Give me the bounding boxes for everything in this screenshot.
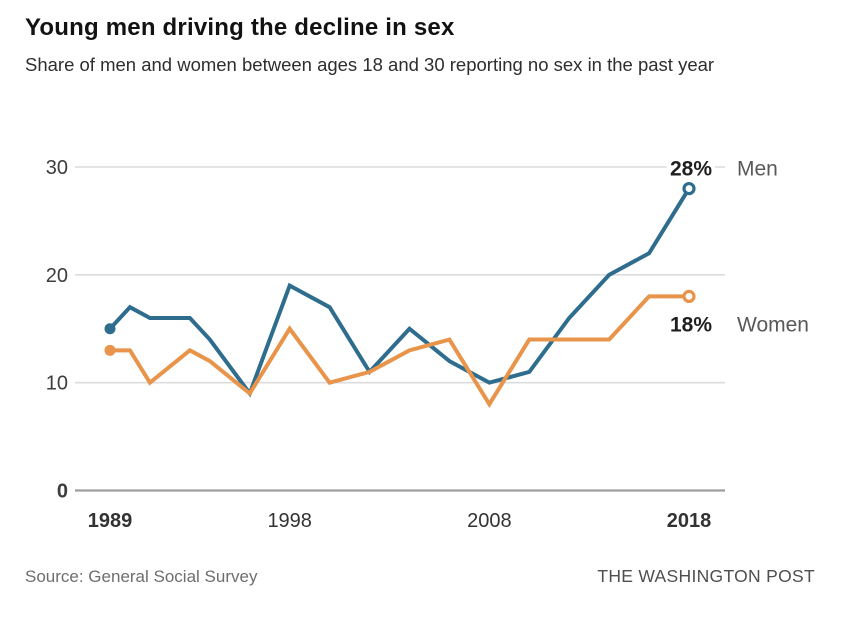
grid-layer: 0 10 20 30 1989 1998 2008 2018 — [46, 157, 725, 532]
series-layer — [104, 181, 696, 409]
women-series-label: Women — [737, 313, 809, 336]
x-tick-label-2008: 2008 — [467, 510, 512, 532]
women-end-marker — [682, 289, 696, 303]
women-value-label: 18% — [670, 313, 712, 336]
publisher-credit: THE WASHINGTON POST — [597, 566, 815, 586]
label-layer: 28% Men 18% Women — [666, 154, 809, 341]
men-line-series — [108, 186, 691, 398]
women-start-dot — [104, 344, 116, 356]
source-note: Source: General Social Survey — [25, 567, 258, 586]
x-tick-label-1998: 1998 — [267, 510, 312, 532]
men-series-label: Men — [737, 158, 778, 181]
chart-footer: Source: General Social Survey THE WASHIN… — [25, 566, 815, 587]
men-end-marker — [682, 181, 696, 196]
y-tick-label-0: 0 — [57, 481, 68, 503]
men-value-label: 28% — [670, 158, 712, 181]
x-tick-label-1989: 1989 — [88, 510, 133, 532]
y-tick-label-20: 20 — [46, 265, 68, 287]
y-tick-label-30: 30 — [46, 157, 68, 179]
chart-subtitle: Share of men and women between ages 18 a… — [25, 54, 715, 75]
y-tick-label-10: 10 — [46, 373, 68, 395]
x-tick-label-2018: 2018 — [667, 510, 712, 532]
chart-title: Young men driving the decline in sex — [25, 14, 455, 41]
women-line-series — [108, 294, 691, 409]
men-start-dot — [104, 323, 116, 335]
